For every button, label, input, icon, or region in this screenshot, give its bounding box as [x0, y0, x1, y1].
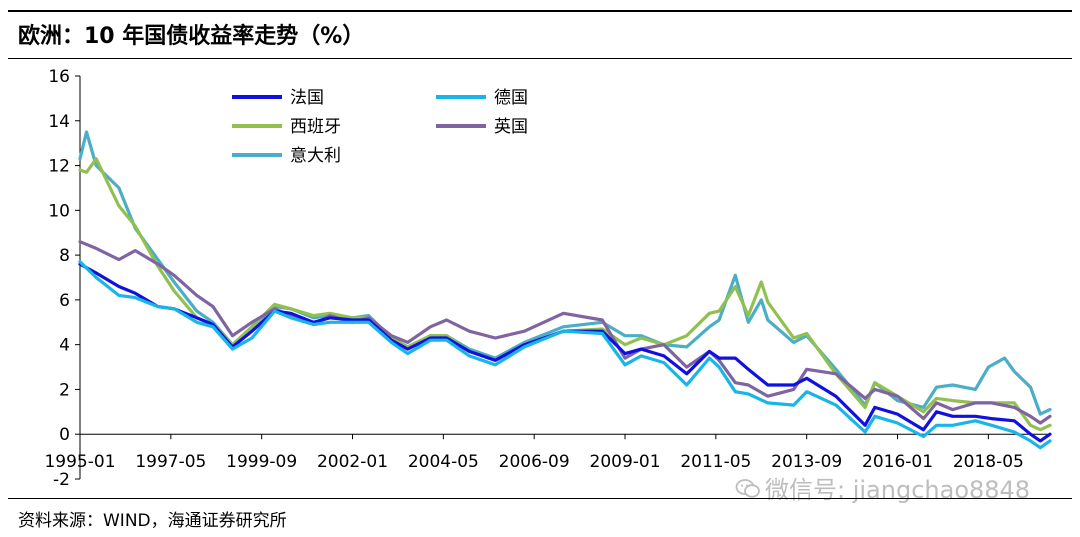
series-line-5 — [78, 130, 1052, 416]
x-tick-label: 2009-01 — [590, 452, 661, 472]
series-line-3 — [78, 157, 1052, 432]
y-tick-label: 10 — [48, 201, 70, 221]
top-rule — [8, 10, 1072, 12]
y-tick-label: 12 — [48, 157, 70, 177]
watermark-text: 微信号: jiangchao8848 — [765, 476, 1031, 504]
x-tick-label: 2018-05 — [953, 452, 1024, 472]
source-note: 资料来源：WIND，海通证券研究所 — [18, 511, 287, 531]
x-tick-label: 2002-01 — [317, 452, 388, 472]
chart-title: 欧洲：10 年国债收益率走势（%） — [18, 24, 365, 49]
x-tick-label: 2013-09 — [771, 452, 842, 472]
legend-label: 英国 — [494, 117, 528, 137]
x-tick-label: 2004-05 — [408, 452, 479, 472]
watermark: 微信号: jiangchao8848 — [735, 470, 1030, 505]
x-tick-label: 2016-01 — [862, 452, 933, 472]
x-tick-label: 2006-09 — [499, 452, 570, 472]
legend-label: 西班牙 — [290, 117, 341, 137]
line-chart: -2 0 2 4 6 8 10 12 14 16 1995-01 1997-05 1999-09 2002… — [44, 67, 1052, 490]
x-tick-label: 1995-01 — [44, 452, 115, 472]
y-tick-label: 6 — [59, 291, 70, 311]
title-rule — [8, 58, 1072, 59]
bottom-rule — [8, 498, 1072, 499]
y-tick-label: -2 — [53, 470, 70, 490]
y-tick-label: 2 — [59, 380, 70, 400]
series-line-4 — [78, 240, 1052, 425]
legend-label: 意大利 — [290, 146, 341, 166]
chart-axes: -2 0 2 4 6 8 10 12 14 16 1995-01 1997-05 1999-09 2002… — [44, 67, 1050, 490]
y-tick-label: 0 — [59, 425, 70, 445]
y-tick-label: 14 — [48, 112, 70, 132]
legend-label: 法国 — [290, 88, 324, 108]
y-tick-label: 16 — [48, 67, 70, 87]
series-line-2 — [78, 260, 1052, 450]
x-tick-label: 1999-09 — [226, 452, 297, 472]
x-tick-label: 2011-05 — [680, 452, 751, 472]
legend-label: 德国 — [494, 88, 528, 108]
series-layer — [78, 130, 1052, 450]
series-line-1 — [78, 262, 1052, 443]
y-tick-label: 8 — [59, 246, 70, 266]
x-tick-label: 1997-05 — [135, 452, 206, 472]
wechat-icon — [735, 479, 760, 498]
y-tick-label: 4 — [59, 336, 70, 356]
